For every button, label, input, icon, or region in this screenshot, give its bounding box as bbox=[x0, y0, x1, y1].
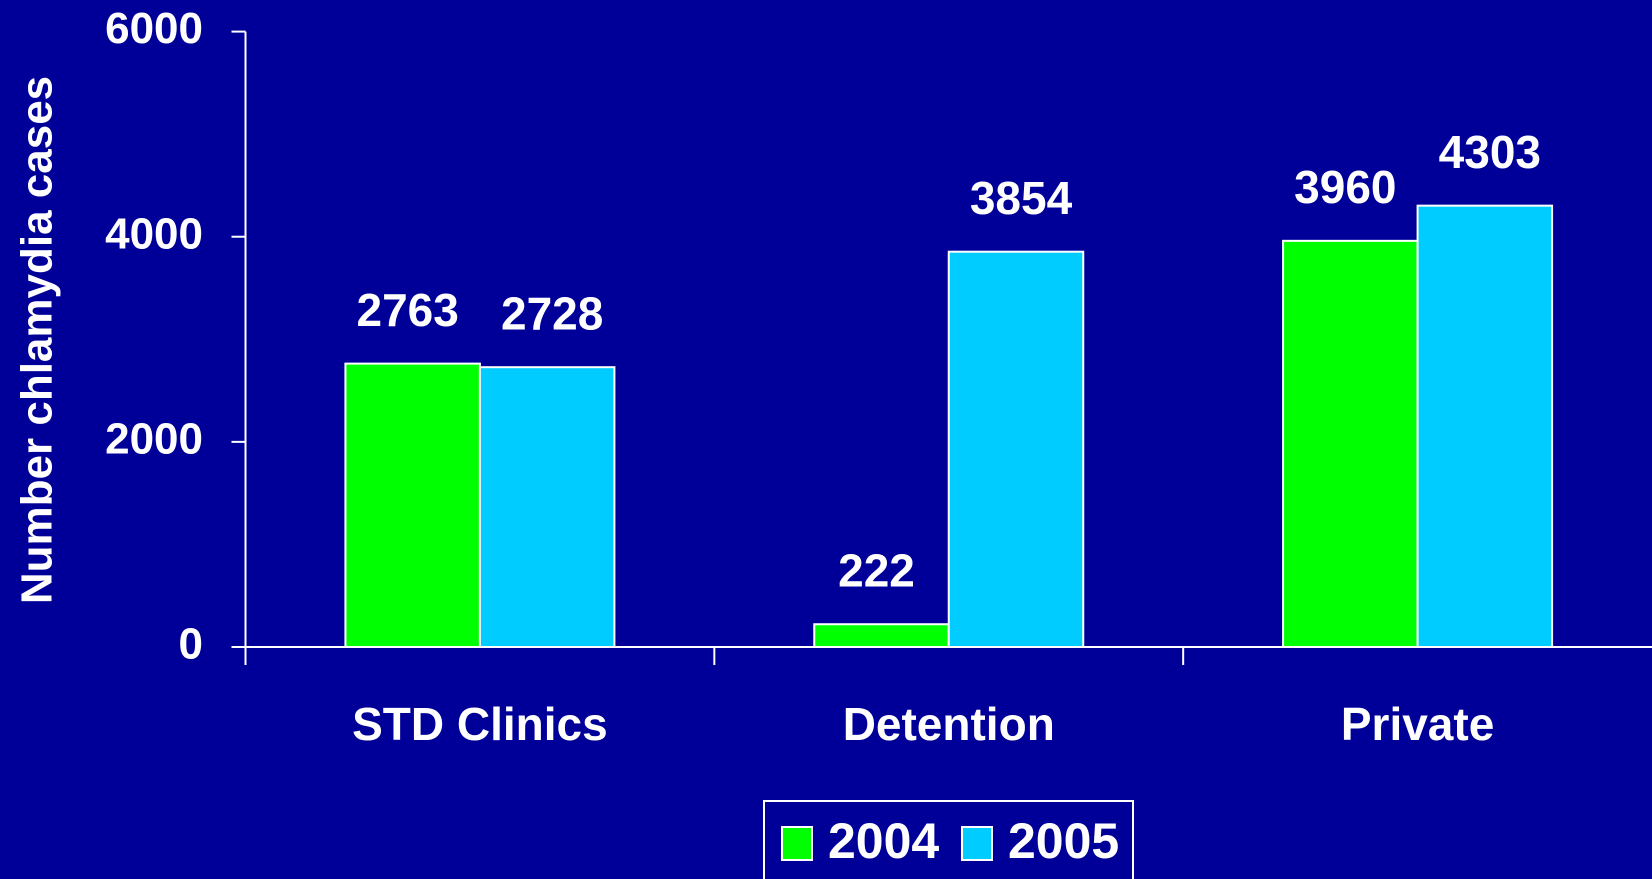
bar bbox=[1282, 239, 1419, 648]
legend-label: 2004 bbox=[828, 813, 939, 869]
bar bbox=[947, 250, 1085, 648]
data-label: 2763 bbox=[356, 284, 458, 336]
legend-swatch bbox=[781, 826, 813, 861]
bar bbox=[344, 362, 481, 648]
legend-swatch bbox=[961, 826, 993, 861]
y-tick-label: 2000 bbox=[105, 414, 203, 463]
data-label: 3854 bbox=[970, 172, 1073, 224]
bar bbox=[813, 623, 950, 649]
x-tick-label: Private bbox=[1341, 698, 1494, 750]
data-label: 222 bbox=[838, 544, 915, 596]
data-label: 3960 bbox=[1294, 161, 1396, 213]
x-tick-label: STD Clinics bbox=[352, 698, 608, 750]
x-tick-label: Detention bbox=[843, 698, 1055, 750]
legend-label: 2005 bbox=[1008, 813, 1119, 869]
y-tick-label: 4000 bbox=[105, 209, 203, 258]
bar bbox=[478, 366, 616, 648]
data-label: 4303 bbox=[1439, 126, 1541, 178]
y-axis-label: Number chlamydia cases bbox=[13, 76, 62, 604]
y-tick-label: 6000 bbox=[105, 4, 203, 53]
legend-box bbox=[763, 800, 1134, 879]
y-tick-label: 0 bbox=[179, 620, 203, 669]
data-label: 2728 bbox=[501, 287, 603, 339]
bar bbox=[1416, 204, 1554, 648]
